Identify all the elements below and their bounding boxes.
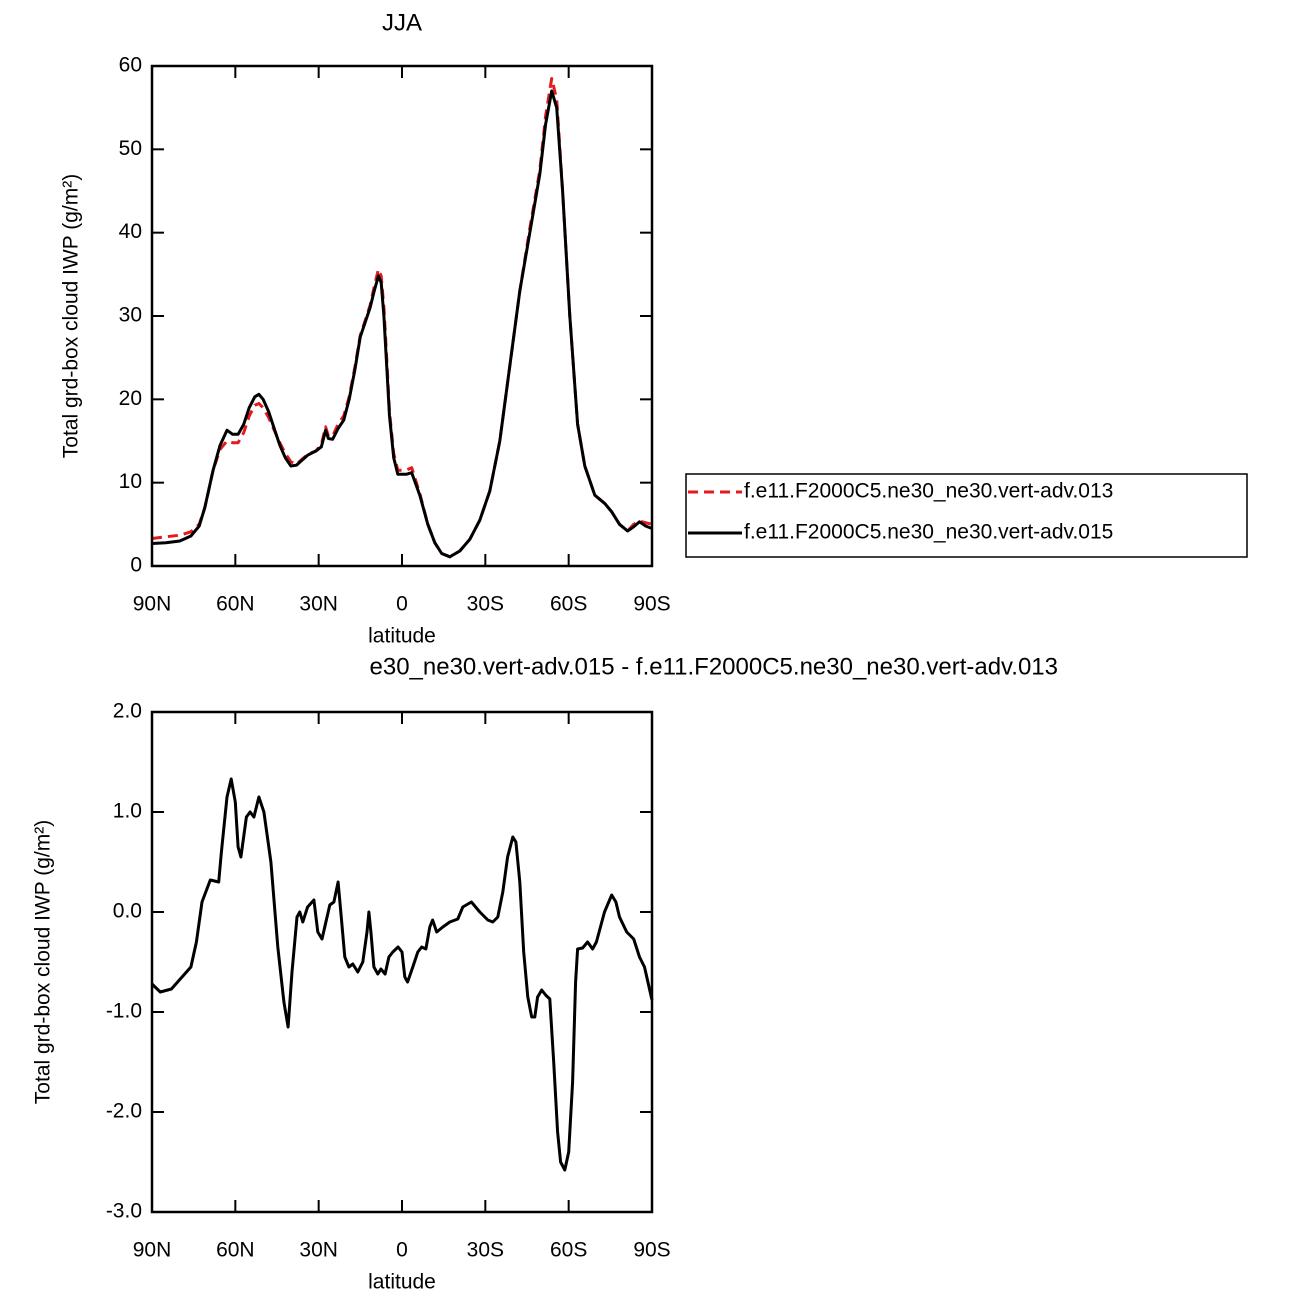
series-line: [151, 77, 653, 559]
y-tick-label: 50: [119, 137, 142, 160]
x-tick-label: 0: [396, 1239, 408, 1262]
x-tick-label: 30N: [299, 593, 338, 616]
x-tick-label: 0: [396, 593, 408, 616]
y-tick-label: 60: [119, 54, 142, 77]
y-tick-label: 2.0: [113, 700, 142, 723]
y-axis-label: Total grd-box cloud IWP (g/m²): [32, 820, 55, 1104]
x-tick-label: 90S: [633, 1239, 670, 1262]
x-axis-label: latitude: [368, 1271, 436, 1294]
chart-title: e30_ne30.vert-adv.015 - f.e11.F2000C5.ne…: [370, 653, 1059, 680]
y-tick-label: 30: [119, 304, 142, 327]
chart-title: JJA: [382, 9, 422, 36]
x-tick-label: 30S: [467, 593, 504, 616]
series-line: [151, 89, 653, 559]
plot-frame: [150, 710, 654, 1214]
y-tick-label: -1.0: [106, 1000, 142, 1023]
series-line: [150, 777, 654, 1172]
legend-label: f.e11.F2000C5.ne30_ne30.vert-adv.015: [744, 521, 1113, 544]
y-tick-label: 1.0: [113, 800, 142, 823]
y-axis-label: Total grd-box cloud IWP (g/m²): [60, 174, 83, 458]
x-tick-label: 60N: [216, 593, 255, 616]
x-axis-label: latitude: [368, 625, 436, 648]
x-tick-label: 90S: [633, 593, 670, 616]
y-tick-label: -3.0: [106, 1200, 142, 1223]
x-tick-label: 90N: [133, 1239, 172, 1262]
y-tick-label: 0: [130, 554, 142, 577]
x-tick-label: 30N: [299, 1239, 338, 1262]
y-tick-label: 10: [119, 470, 142, 493]
x-tick-label: 90N: [133, 593, 172, 616]
y-tick-label: 0.0: [113, 900, 142, 923]
y-tick-label: -2.0: [106, 1100, 142, 1123]
x-tick-label: 60S: [550, 1239, 587, 1262]
x-tick-label: 30S: [467, 1239, 504, 1262]
legend-label: f.e11.F2000C5.ne30_ne30.vert-adv.013: [744, 480, 1113, 503]
y-tick-label: 40: [119, 220, 142, 243]
x-tick-label: 60S: [550, 593, 587, 616]
y-tick-label: 20: [119, 387, 142, 410]
plot-frame: [150, 64, 654, 568]
legend-box: [685, 473, 1248, 558]
x-tick-label: 60N: [216, 1239, 255, 1262]
